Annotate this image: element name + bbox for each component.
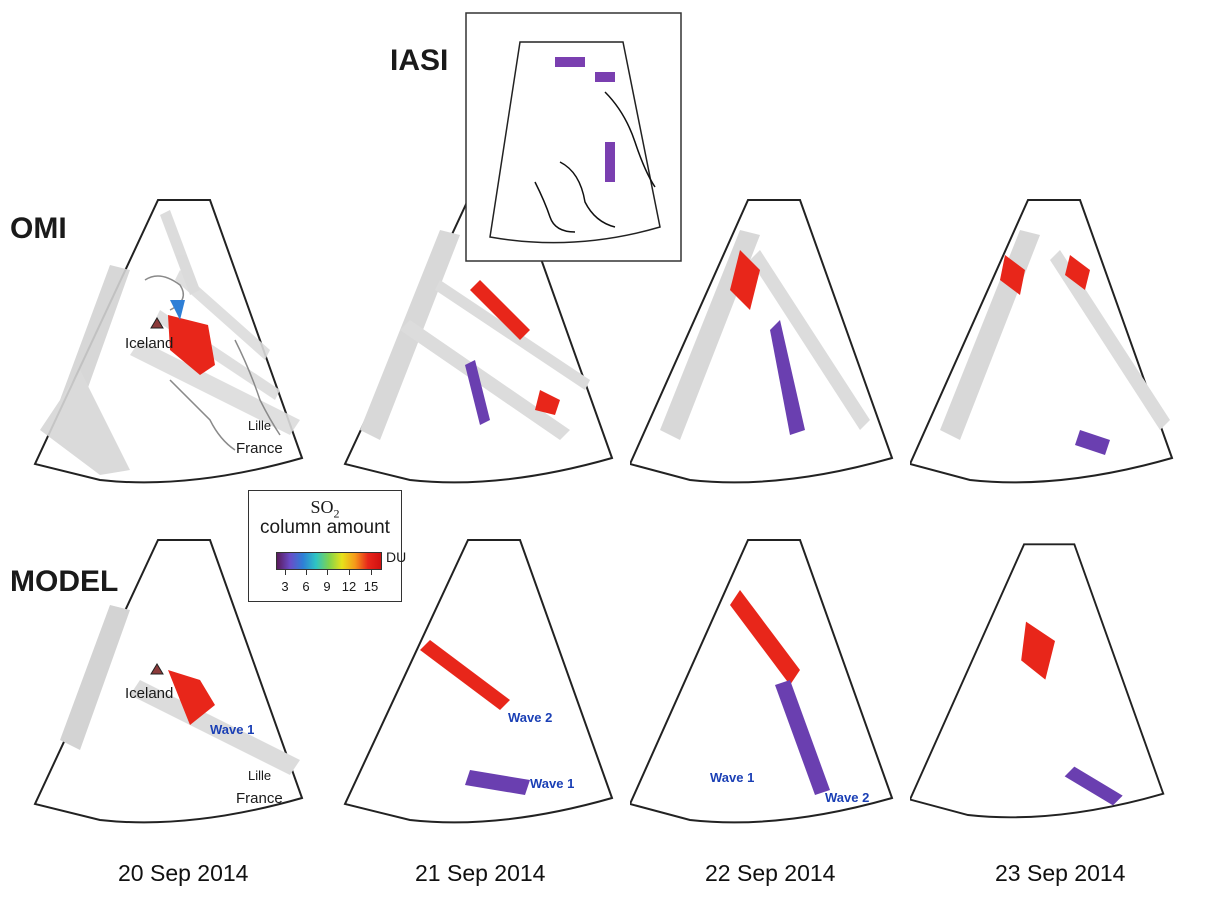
legend-tick-12: 12 <box>341 579 357 594</box>
map-frame <box>630 539 894 824</box>
omi-map-21sep <box>343 199 614 484</box>
map-frame <box>910 543 1165 819</box>
so2-plume <box>168 300 215 375</box>
label-france-model: France <box>236 790 283 807</box>
map-frame <box>910 199 1174 484</box>
date-label-22sep: 22 Sep 2014 <box>705 860 836 886</box>
legend-title-line2: column amount <box>260 517 390 538</box>
legend-tick-6: 6 <box>302 579 310 594</box>
model-map-20sep <box>33 539 304 824</box>
label-wave1-model-20sep: Wave 1 <box>210 722 255 737</box>
label-lille-omi: Lille <box>248 418 272 433</box>
so2-plume <box>420 640 530 795</box>
model-map-21sep <box>343 539 614 824</box>
map-frame <box>630 199 894 484</box>
row-label-omi: OMI <box>10 212 67 245</box>
legend-tick-9: 9 <box>323 579 331 594</box>
volcano-marker <box>150 663 164 675</box>
row-label-iasi: IASI <box>390 44 449 77</box>
satellite-swaths <box>360 230 590 440</box>
label-lille-model: Lille <box>248 768 272 783</box>
legend-tick-15: 15 <box>363 579 379 594</box>
label-wave1-model-21sep: Wave 1 <box>530 776 575 791</box>
model-map-22sep <box>630 539 894 824</box>
so2-plume <box>1021 621 1123 806</box>
so2-plume <box>465 280 560 425</box>
legend-tick-3: 3 <box>281 579 289 594</box>
satellite-swaths <box>40 210 300 475</box>
label-wave2-model-21sep: Wave 2 <box>508 710 553 725</box>
legend-color-bar <box>276 552 382 570</box>
map-frame <box>33 539 304 824</box>
omi-map-20sep <box>33 199 304 484</box>
date-label-23sep: 23 Sep 2014 <box>995 860 1126 886</box>
so2-legend: SO2 column amount DU 3 6 9 12 15 <box>248 490 406 602</box>
label-iceland-model: Iceland <box>125 685 174 702</box>
label-iceland-omi: Iceland <box>125 335 174 352</box>
label-wave1-model-22sep: Wave 1 <box>710 770 755 785</box>
coastlines <box>534 91 656 233</box>
omi-map-23sep <box>910 199 1174 484</box>
volcano-marker <box>150 317 164 329</box>
legend-unit: DU <box>386 549 407 565</box>
map-frame <box>33 199 304 484</box>
iasi-map <box>465 12 682 262</box>
omi-map-22sep <box>630 199 894 484</box>
iasi-frame <box>489 41 661 244</box>
label-france-omi: France <box>236 440 283 457</box>
so2-plume <box>730 250 805 435</box>
so2-plume <box>730 590 830 795</box>
row-label-model: MODEL <box>10 565 119 598</box>
label-wave2-model-22sep: Wave 2 <box>825 790 870 805</box>
satellite-swaths <box>60 605 300 775</box>
so2-dots <box>555 57 615 182</box>
model-map-23sep <box>910 543 1165 819</box>
so2-plume <box>168 670 215 725</box>
legend-title-line1: SO2 <box>310 497 340 521</box>
date-label-20sep: 20 Sep 2014 <box>118 860 249 886</box>
so2-plume <box>1000 255 1110 455</box>
date-label-21sep: 21 Sep 2014 <box>415 860 546 886</box>
